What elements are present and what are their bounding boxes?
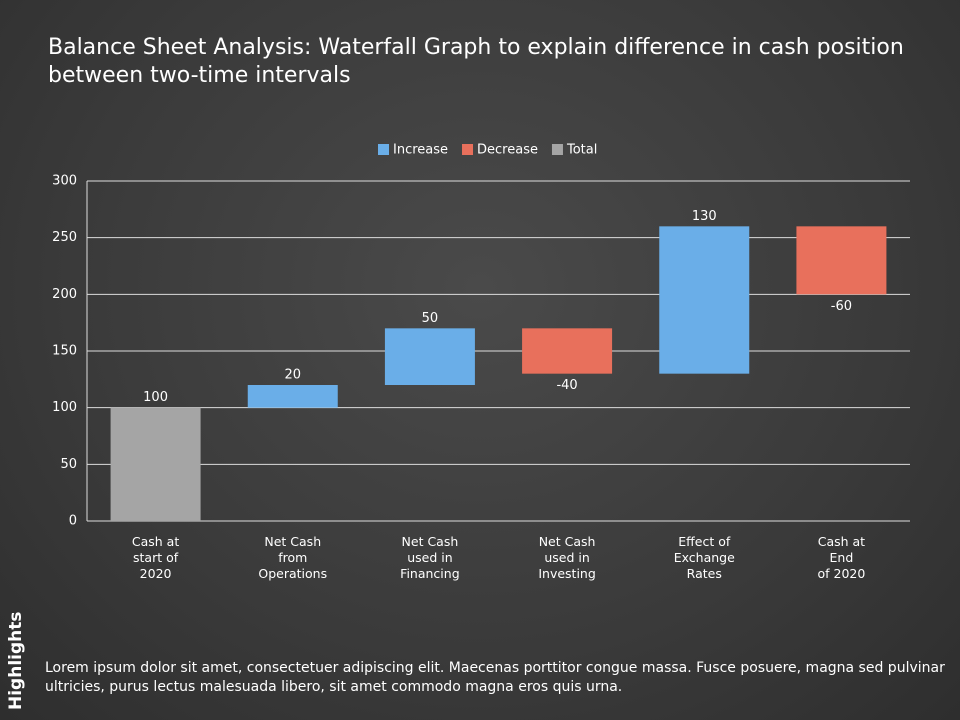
x-tick-label: Net Cash used in Financing	[400, 534, 460, 581]
x-tick-label: Effect of Exchange Rates	[673, 534, 735, 581]
value-label: -60	[831, 299, 852, 314]
y-tick-label: 100	[52, 400, 77, 415]
footer-text: Lorem ipsum dolor sit amet, consectetuer…	[45, 660, 945, 695]
y-tick-label: 0	[69, 514, 77, 529]
x-tick-label: Cash at start of 2020	[131, 534, 180, 581]
bar	[796, 226, 887, 295]
x-tick-label: Net Cash used in Investing	[538, 534, 596, 581]
bar	[110, 407, 201, 521]
bar	[659, 226, 750, 374]
x-tick-label: Cash at End of 2020	[817, 534, 866, 581]
x-tick-label: Net Cash from Operations	[258, 534, 328, 581]
y-tick-label: 200	[52, 287, 77, 302]
value-label: 20	[284, 368, 301, 383]
value-label: 100	[143, 390, 168, 405]
y-tick-label: 300	[52, 174, 77, 189]
y-tick-label: 250	[52, 230, 77, 245]
value-label: 130	[692, 209, 717, 224]
side-label: Highlights	[6, 611, 26, 711]
value-label: -40	[556, 378, 577, 393]
legend-label: Total	[566, 143, 597, 158]
value-label: 50	[422, 311, 439, 326]
bar	[384, 328, 475, 385]
bar	[247, 385, 338, 408]
y-tick-label: 150	[52, 344, 77, 359]
legend-swatch	[551, 144, 563, 155]
bar	[522, 328, 613, 374]
title: Balance Sheet Analysis: Waterfall Graph …	[48, 35, 904, 88]
legend-swatch	[462, 144, 474, 155]
y-tick-label: 50	[60, 457, 77, 472]
legend-label: Increase	[393, 143, 448, 158]
legend-swatch	[378, 144, 389, 155]
legend-label: Decrease	[477, 143, 538, 158]
